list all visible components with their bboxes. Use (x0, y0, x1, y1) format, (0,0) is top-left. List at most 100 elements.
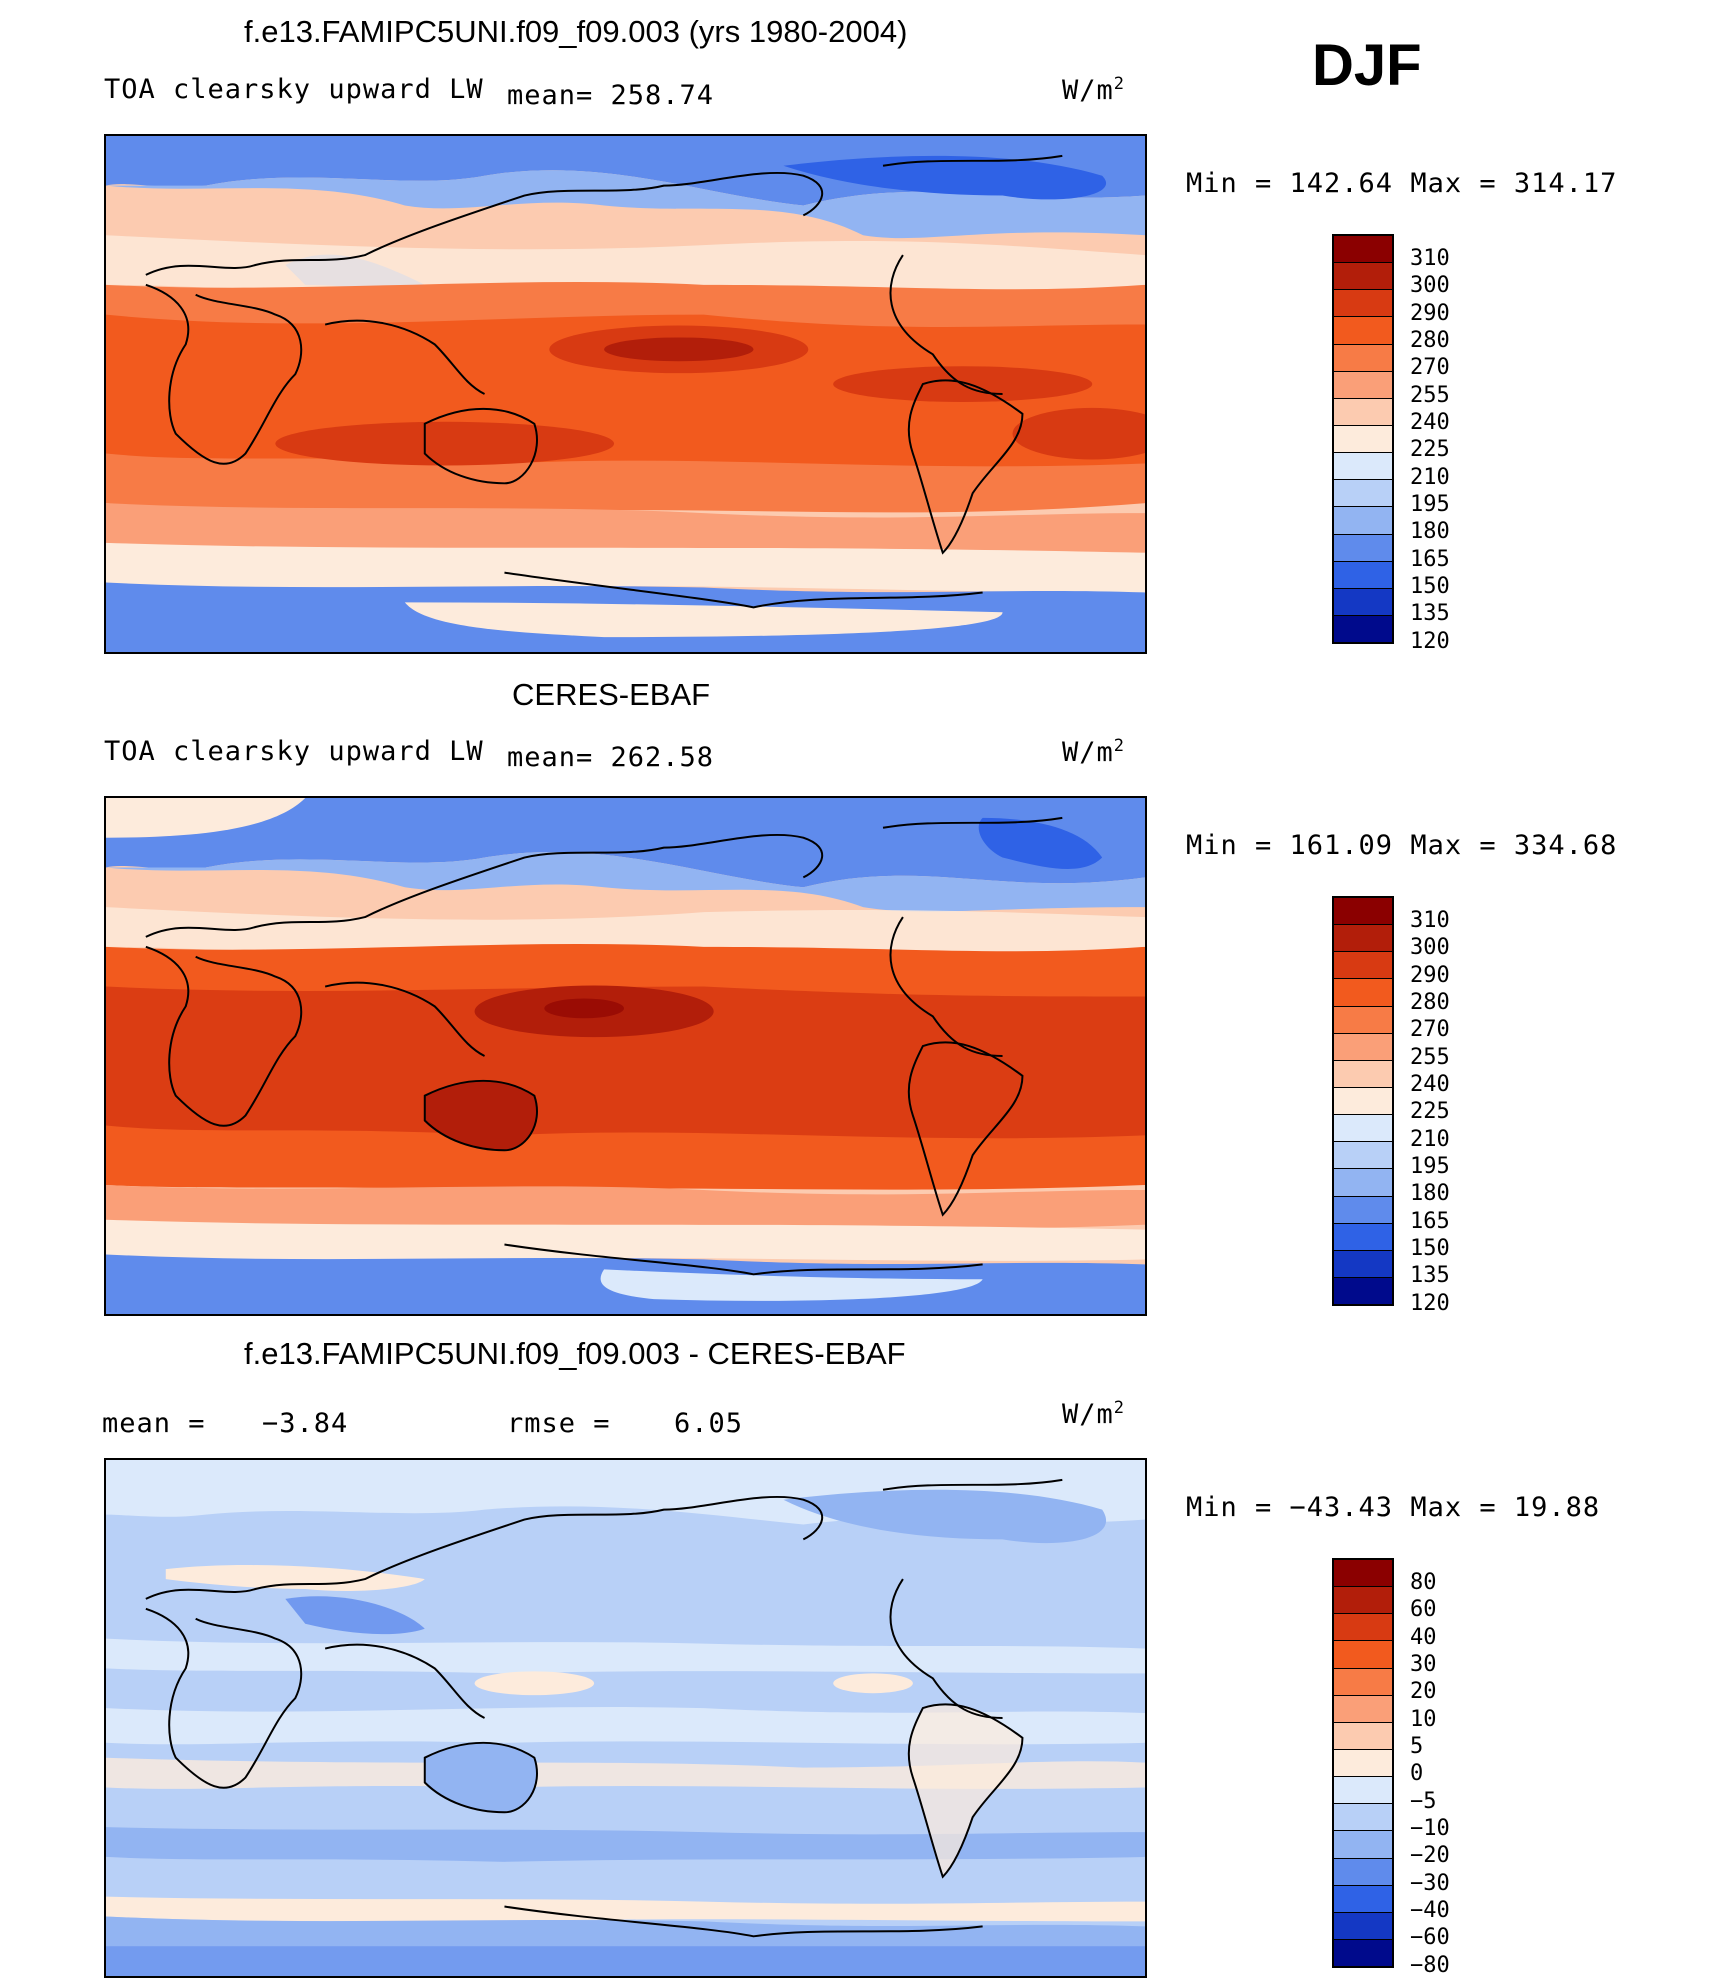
colorbar-segment (1334, 615, 1392, 643)
panel-3-mean-value: −3.84 (262, 1408, 349, 1439)
colorbar-level-label: 225 (1410, 437, 1450, 463)
panel-2-minmax: Min = 161.09 Max = 334.68 (1186, 830, 1618, 861)
colorbar-level-label: 240 (1410, 1072, 1450, 1097)
colorbar-segment (1334, 1142, 1392, 1170)
colorbar-level-label: 195 (1410, 1154, 1450, 1179)
colorbar-level-label: 60 (1410, 1597, 1437, 1623)
panel-1-map (104, 134, 1147, 654)
colorbar-level-label: 120 (1410, 628, 1450, 654)
colorbar-segment (1334, 1587, 1392, 1615)
colorbar-segment (1334, 1033, 1392, 1061)
panel-1-units: W/m2 (1062, 74, 1126, 106)
panel-3-mean-label: mean = (102, 1408, 206, 1439)
colorbar-segment (1334, 1668, 1392, 1696)
colorbar-segment (1334, 952, 1392, 980)
colorbar-level-label: 180 (1410, 1181, 1450, 1207)
panel-1-colorbar (1332, 234, 1394, 644)
colorbar-segment (1334, 1831, 1392, 1859)
colorbar-segment (1334, 1169, 1392, 1197)
colorbar-segment (1334, 1196, 1392, 1224)
colorbar-segment (1334, 1250, 1392, 1278)
panel-1-variable: TOA clearsky upward LW (104, 74, 484, 105)
panel-2-mean: mean= 262.58 (507, 742, 715, 773)
colorbar-level-label: 255 (1410, 382, 1450, 408)
colorbar-level-label: 310 (1410, 908, 1450, 933)
colorbar-level-label: −80 (1410, 1952, 1450, 1978)
panel-2-variable: TOA clearsky upward LW (104, 736, 484, 767)
panel-2-colorbar (1332, 896, 1394, 1306)
colorbar-segment (1334, 1087, 1392, 1116)
colorbar-level-label: 80 (1410, 1570, 1437, 1595)
colorbar-segment (1334, 317, 1392, 345)
season-label: DJF (1312, 33, 1422, 98)
colorbar-segment (1334, 1858, 1392, 1886)
colorbar-segment (1334, 453, 1392, 481)
colorbar-segment (1334, 588, 1392, 616)
colorbar-level-label: −10 (1410, 1816, 1450, 1841)
colorbar-level-label: 300 (1410, 273, 1450, 299)
colorbar-segment (1334, 1804, 1392, 1832)
panel-3-title: f.e13.FAMIPC5UNI.f09_f09.003 - CERES-EBA… (244, 1336, 906, 1371)
colorbar-level-label: 280 (1410, 328, 1450, 353)
colorbar-level-label: 290 (1410, 962, 1450, 988)
colorbar-segment (1334, 1641, 1392, 1669)
panel-1-title: f.e13.FAMIPC5UNI.f09_f09.003 (yrs 1980-2… (244, 14, 908, 49)
colorbar-level-label: 20 (1410, 1679, 1437, 1705)
panel-3-colorbar (1332, 1558, 1394, 1968)
colorbar-level-label: 10 (1410, 1706, 1437, 1732)
colorbar-level-label: −20 (1410, 1843, 1450, 1869)
colorbar-segment (1334, 1560, 1392, 1588)
panel-1-mean: mean= 258.74 (507, 80, 715, 111)
colorbar-segment (1334, 898, 1392, 926)
colorbar-segment (1334, 398, 1392, 426)
colorbar-level-label: −40 (1410, 1898, 1450, 1923)
panel-3-rmse-label: rmse = (507, 1408, 611, 1439)
colorbar-segment (1334, 425, 1392, 454)
colorbar-level-label: 120 (1410, 1290, 1450, 1316)
colorbar-segment (1334, 1885, 1392, 1913)
colorbar-level-label: 210 (1410, 464, 1450, 490)
colorbar-segment (1334, 979, 1392, 1007)
panel-3-map (104, 1458, 1147, 1978)
colorbar-segment (1334, 1777, 1392, 1805)
colorbar-level-label: 165 (1410, 1208, 1450, 1234)
panel-2-map (104, 796, 1147, 1316)
colorbar-segment (1334, 1223, 1392, 1251)
panel-2-units: W/m2 (1062, 736, 1126, 768)
panel-2-title: CERES-EBAF (512, 677, 711, 712)
colorbar-level-label: 240 (1410, 410, 1450, 435)
colorbar-segment (1334, 534, 1392, 562)
colorbar-segment (1334, 1277, 1392, 1305)
colorbar-segment (1334, 561, 1392, 589)
colorbar-segment (1334, 480, 1392, 508)
colorbar-segment (1334, 1060, 1392, 1088)
colorbar-level-label: 290 (1410, 300, 1450, 326)
colorbar-segment (1334, 1749, 1392, 1778)
colorbar-level-label: 280 (1410, 990, 1450, 1015)
colorbar-segment (1334, 1912, 1392, 1940)
colorbar-level-label: −30 (1410, 1870, 1450, 1896)
colorbar-level-label: 30 (1410, 1652, 1437, 1677)
colorbar-segment (1334, 1695, 1392, 1723)
colorbar-level-label: −5 (1410, 1788, 1437, 1814)
colorbar-segment (1334, 1115, 1392, 1143)
colorbar-segment (1334, 925, 1392, 953)
colorbar-segment (1334, 1939, 1392, 1967)
colorbar-level-label: 300 (1410, 935, 1450, 961)
colorbar-segment (1334, 263, 1392, 291)
colorbar-level-label: 5 (1410, 1734, 1424, 1759)
panel-3-rmse-value: 6.05 (674, 1408, 744, 1439)
colorbar-segment (1334, 507, 1392, 535)
colorbar-level-label: 165 (1410, 546, 1450, 572)
colorbar-segment (1334, 290, 1392, 318)
colorbar-level-label: 150 (1410, 1236, 1450, 1261)
colorbar-segment (1334, 371, 1392, 399)
colorbar-level-label: 210 (1410, 1126, 1450, 1152)
colorbar-segment (1334, 1006, 1392, 1034)
colorbar-level-label: 180 (1410, 519, 1450, 545)
panel-3-units: W/m2 (1062, 1398, 1126, 1430)
colorbar-segment (1334, 236, 1392, 264)
colorbar-level-label: 270 (1410, 355, 1450, 381)
colorbar-segment (1334, 1722, 1392, 1750)
colorbar-level-label: 150 (1410, 574, 1450, 599)
